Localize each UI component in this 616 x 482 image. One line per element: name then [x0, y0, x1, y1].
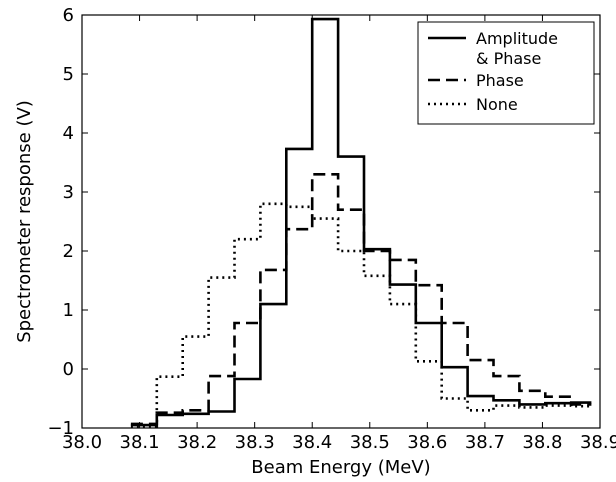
y-tick-label: 0 — [63, 359, 74, 380]
legend-label: Amplitude — [476, 29, 558, 48]
x-tick-label: 38.8 — [522, 432, 562, 453]
series-line-solid — [130, 17, 592, 427]
plot-frame — [81, 14, 601, 429]
x-tick-label: 38.6 — [407, 432, 447, 453]
series-line-dotted — [130, 202, 592, 428]
x-axis-label: Beam Energy (MeV) — [251, 457, 430, 478]
x-tick-label: 38.0 — [62, 432, 102, 453]
y-tick-label: 6 — [63, 5, 74, 26]
series-layer — [130, 17, 592, 428]
y-tick-label: 3 — [63, 182, 74, 203]
y-axis-label: Spectrometer response (V) — [14, 100, 35, 343]
x-tick-label: 38.2 — [177, 432, 217, 453]
x-tick-label: 38.5 — [350, 432, 390, 453]
legend-label: Phase — [476, 71, 524, 90]
x-tick-label: 38.3 — [235, 432, 275, 453]
tick-layer: 38.0 38.1 38.2 38.3 38.4 38.5 38.6 38.7 38.8 38.9… — [47, 5, 616, 453]
x-tick-label: 38.7 — [465, 432, 505, 453]
x-tick-label: 38.1 — [120, 432, 160, 453]
x-tick-label: 38.4 — [292, 432, 332, 453]
legend: Amplitude& Phase Phase None — [417, 21, 595, 125]
legend-label: & Phase — [476, 49, 541, 68]
y-tick-label: −1 — [47, 418, 74, 439]
y-tick-label: 4 — [63, 123, 74, 144]
y-tick-label: 2 — [63, 241, 74, 262]
y-tick-label: 5 — [63, 64, 74, 85]
y-tick-label: 1 — [63, 300, 74, 321]
x-tick-label: 38.9 — [580, 432, 616, 453]
series-line-dashed — [130, 173, 592, 426]
legend-label: None — [476, 95, 518, 114]
